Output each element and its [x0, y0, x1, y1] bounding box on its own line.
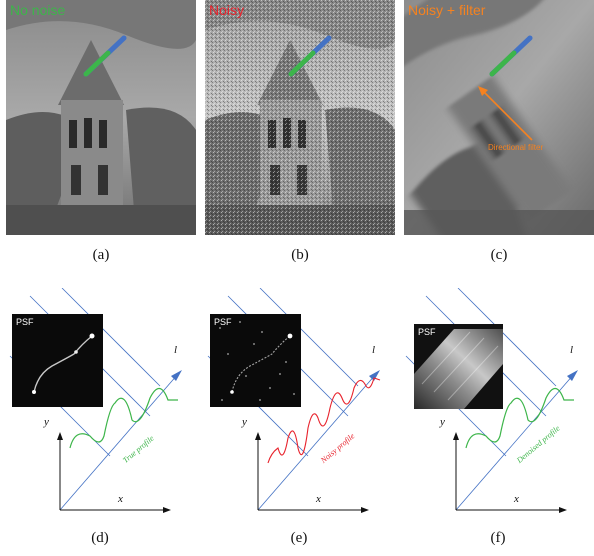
subfigure-label-a: (a) [92, 247, 110, 263]
psf-image: PSF [414, 324, 503, 409]
psf-image: PSF [12, 314, 103, 407]
profile-diagram-noisy: PSF y x l Noisy profile [198, 288, 396, 523]
y-axis-label: y [440, 416, 445, 428]
profile-diagram-denoised: PSF y x l Denoised profile [396, 288, 594, 523]
psf-label: PSF [214, 317, 232, 327]
tower-photo-filtered: Noisy + filter Directional filter [404, 0, 594, 235]
panel-title: Noisy + filter [408, 2, 486, 18]
l-axis-label: l [570, 344, 574, 356]
l-axis-label: l [372, 344, 376, 356]
directional-filter-annotation: Directional filter [488, 143, 544, 152]
psf-image: PSF [210, 314, 301, 407]
y-axis-label: y [242, 416, 247, 428]
subfigure-label-c: (c) [490, 247, 508, 263]
x-axis-label: x [118, 493, 123, 505]
profile-diagram-true: PSF y x l True profile [0, 288, 198, 523]
subfigure-label-e: (e) [290, 530, 308, 546]
psf-label: PSF [418, 327, 436, 337]
panel-title: No noise [10, 2, 66, 18]
subfigure-label-d: (d) [91, 530, 109, 546]
psf-label: PSF [16, 317, 34, 327]
tower-photo-clean: No noise [6, 0, 196, 235]
x-axis-label: x [514, 493, 519, 505]
panel-title: Noisy [209, 2, 245, 18]
y-axis-label: y [44, 416, 49, 428]
subfigure-label-b: (b) [291, 247, 309, 263]
tower-photo-noisy: Noisy [205, 0, 395, 235]
l-axis-label: l [174, 344, 178, 356]
x-axis-label: x [316, 493, 321, 505]
subfigure-label-f: (f) [490, 530, 506, 546]
